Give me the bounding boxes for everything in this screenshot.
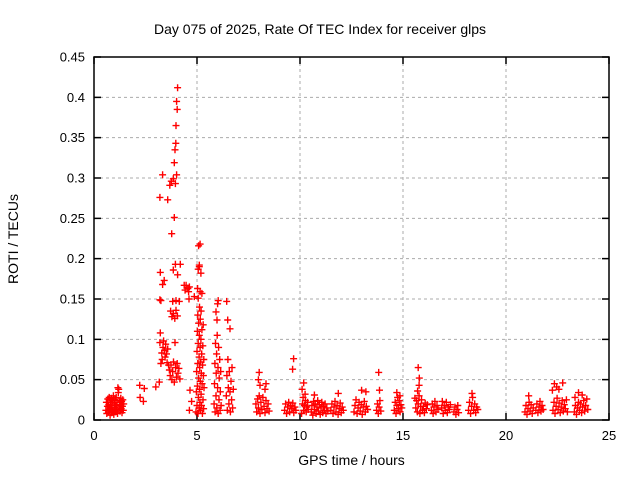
x-tick-label: 0 <box>90 428 97 443</box>
x-tick-label: 10 <box>293 428 307 443</box>
y-tick-label: 0.35 <box>60 130 85 145</box>
x-tick-label: 5 <box>193 428 200 443</box>
y-tick-label: 0.2 <box>67 251 85 266</box>
y-tick-label: 0.1 <box>67 332 85 347</box>
x-tick-label: 25 <box>602 428 616 443</box>
axis-ticks <box>93 56 610 421</box>
y-tick-label: 0 <box>78 413 85 428</box>
y-tick-label: 0.4 <box>67 90 85 105</box>
y-tick-label: 0.05 <box>60 372 85 387</box>
data-point-markers <box>102 84 592 419</box>
y-tick-label: 0.3 <box>67 171 85 186</box>
x-tick-label: 15 <box>396 428 410 443</box>
x-tick-label: 20 <box>499 428 513 443</box>
y-tick-label: 0.25 <box>60 211 85 226</box>
x-axis-label: GPS time / hours <box>298 452 405 468</box>
plot-border <box>93 56 610 421</box>
y-tick-label: 0.45 <box>60 50 85 65</box>
chart-title: Day 075 of 2025, Rate Of TEC Index for r… <box>153 21 487 37</box>
y-tick-label: 0.15 <box>60 292 85 307</box>
grid-lines <box>94 57 609 420</box>
